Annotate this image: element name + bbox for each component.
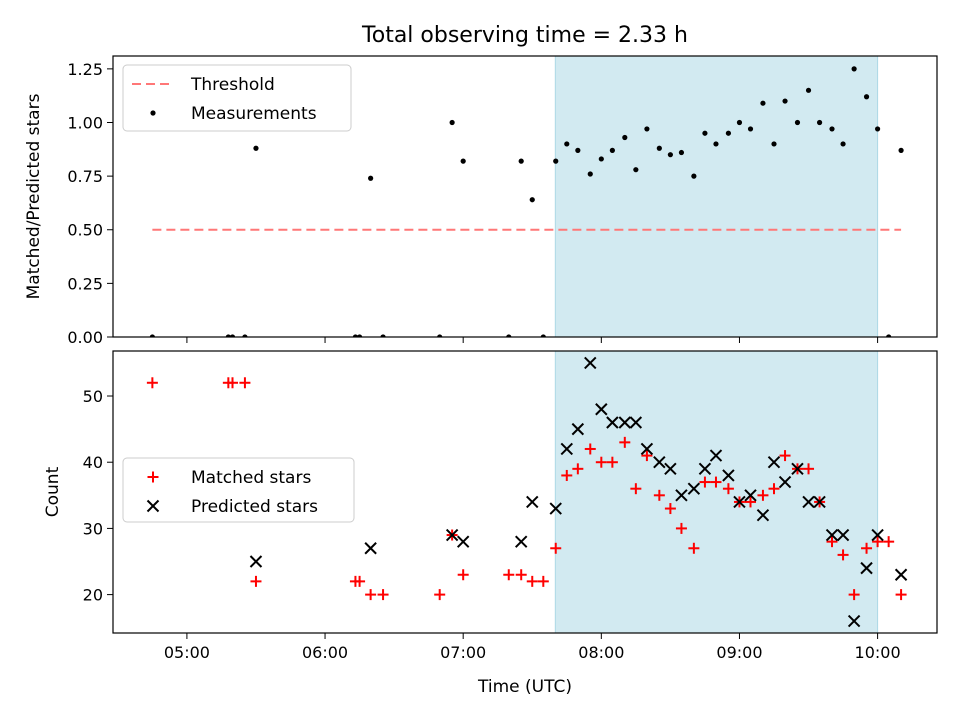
observing-window-span: [555, 56, 877, 337]
data-point-plus: [527, 576, 538, 587]
data-point: [575, 148, 580, 153]
data-point: [633, 167, 638, 172]
data-point: [599, 156, 604, 161]
y-tick-label: 1.00: [67, 113, 103, 132]
data-point: [806, 88, 811, 93]
top-panel: 0.00 0.25 0.50 0.75 1.00 1.25 Matched/Predicte…: [24, 56, 937, 347]
data-point: [450, 120, 455, 125]
data-point: [898, 148, 903, 153]
data-point-plus: [434, 589, 445, 600]
legend-label: Predicted stars: [191, 497, 318, 517]
data-point: [875, 126, 880, 131]
y-tick-label: 30: [83, 519, 103, 538]
data-point-plus: [378, 589, 389, 600]
data-point: [726, 131, 731, 136]
data-point-plus: [503, 569, 514, 580]
x-tick-label: 09:00: [716, 643, 762, 662]
x-tick-label: 08:00: [578, 643, 624, 662]
y-tick-label: 0.75: [67, 167, 103, 186]
data-point: [713, 141, 718, 146]
data-point: [588, 171, 593, 176]
data-point: [782, 98, 787, 103]
data-point: [679, 150, 684, 155]
data-point: [737, 120, 742, 125]
y-axis-label: Matched/Predicted stars: [24, 93, 44, 299]
x-tick-label: 07:00: [440, 643, 486, 662]
legend-label: Threshold: [190, 75, 275, 95]
legend: Matched stars Predicted stars: [123, 458, 354, 522]
y-tick-label: 0.50: [67, 221, 103, 240]
x-tick-label: 05:00: [164, 643, 210, 662]
data-point-plus: [538, 576, 549, 587]
data-point: [461, 159, 466, 164]
x-tick-label: 06:00: [302, 643, 348, 662]
data-point-plus: [883, 536, 894, 547]
data-point: [748, 126, 753, 131]
data-point: [840, 141, 845, 146]
y-tick-label: 20: [83, 586, 103, 605]
data-point: [864, 94, 869, 99]
y-tick-label: 1.25: [67, 60, 103, 79]
data-point: [817, 120, 822, 125]
data-point: [795, 120, 800, 125]
x-tick-label: 10:00: [855, 643, 901, 662]
legend-label: Matched stars: [191, 468, 311, 488]
data-point: [760, 101, 765, 106]
data-point: [829, 126, 834, 131]
data-point: [622, 135, 627, 140]
data-point-x: [516, 536, 527, 547]
data-point-plus: [458, 569, 469, 580]
data-point-plus: [365, 589, 376, 600]
figure: Total observing time = 2.33 h 0.000.250.…: [0, 0, 960, 720]
data-point-x: [250, 556, 261, 567]
data-point-x: [896, 569, 907, 580]
data-point: [644, 126, 649, 131]
data-point-plus: [250, 576, 261, 587]
y-tick-label: 40: [83, 453, 103, 472]
data-point-plus: [516, 569, 527, 580]
data-point-plus: [147, 377, 158, 388]
data-point: [530, 197, 535, 202]
data-point: [564, 141, 569, 146]
data-point: [852, 66, 857, 71]
x-axis-label: Time (UTC): [477, 677, 572, 697]
data-point-plus: [239, 377, 250, 388]
legend-measurement-swatch: [150, 110, 155, 115]
data-point: [553, 159, 558, 164]
y-tick-label: 0.25: [67, 274, 103, 293]
y-tick-label: 50: [83, 387, 103, 406]
legend-label: Measurements: [191, 104, 317, 124]
data-point-plus: [896, 589, 907, 600]
data-point: [519, 159, 524, 164]
data-point: [771, 141, 776, 146]
legend: Threshold Measurements: [123, 65, 351, 131]
data-point: [610, 148, 615, 153]
data-point-x: [365, 543, 376, 554]
chart-title: Total observing time = 2.33 h: [361, 23, 688, 48]
observing-window-span: [555, 351, 877, 633]
data-point: [691, 174, 696, 179]
bottom-panel: 20 30 40 50 05:00 06:00 07:00 08:00 09:00 10:00 Co…: [43, 351, 937, 662]
data-point: [368, 176, 373, 181]
y-tick-label: 0.00: [67, 328, 103, 347]
data-point: [253, 146, 258, 151]
data-point: [702, 131, 707, 136]
y-axis-label: Count: [43, 466, 63, 517]
data-point-x: [527, 496, 538, 507]
data-point: [668, 152, 673, 157]
data-point: [657, 146, 662, 151]
data-point-x: [458, 536, 469, 547]
